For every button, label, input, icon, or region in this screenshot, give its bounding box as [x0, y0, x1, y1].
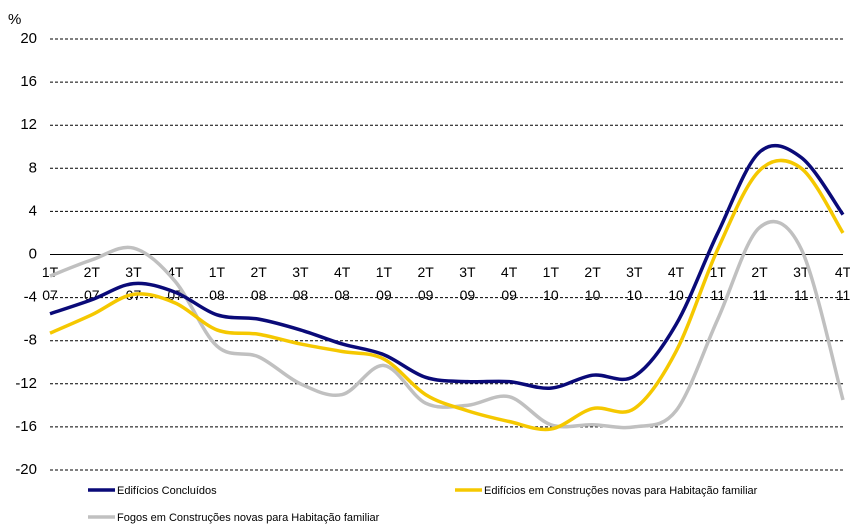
x-tick-label: 3T — [626, 264, 643, 280]
y-tick-label: 16 — [20, 73, 37, 90]
x-tick-label: 2T — [584, 264, 601, 280]
x-tick-label: 11 — [794, 287, 809, 303]
series-line — [49, 219, 845, 430]
x-tick-label: 4T — [835, 264, 850, 280]
y-tick-label: 0 — [29, 245, 37, 262]
x-tick-label: 10 — [668, 287, 684, 303]
x-tick-label: 1T — [42, 264, 59, 280]
x-tick-label: 09 — [460, 287, 476, 303]
x-tick-label: 08 — [209, 287, 225, 303]
y-tick-label: -20 — [15, 461, 37, 478]
y-tick-label: 12 — [20, 116, 37, 133]
y-tick-label: -16 — [15, 418, 37, 435]
x-tick-label: 09 — [501, 287, 517, 303]
x-tick-label: 3T — [292, 264, 309, 280]
y-unit: % — [8, 11, 21, 28]
x-tick-label: 10 — [543, 287, 559, 303]
x-tick-label: 1T — [376, 264, 393, 280]
x-tick-label: 3T — [125, 264, 142, 280]
y-tick-label: -8 — [24, 332, 37, 349]
x-tick-label: 2T — [84, 264, 101, 280]
legend-label: Fogos em Construções novas para Habitaçã… — [117, 512, 380, 524]
x-tick-label: 1T — [209, 264, 226, 280]
y-tick-label: -4 — [24, 289, 37, 306]
x-tick-label: 3T — [793, 264, 810, 280]
series-line — [49, 143, 845, 390]
x-tick-label: 11 — [752, 287, 767, 303]
x-tick-label: 4T — [167, 264, 184, 280]
x-tick-label: 10 — [585, 287, 601, 303]
y-tick-label: 4 — [29, 202, 37, 219]
x-tick-label: 1T — [710, 264, 727, 280]
x-tick-label: 2T — [751, 264, 768, 280]
y-tick-label: 8 — [29, 159, 37, 176]
x-tick-label: 2T — [251, 264, 268, 280]
x-tick-label: 1T — [543, 264, 560, 280]
x-tick-label: 09 — [418, 287, 434, 303]
legend-label: Edifícios Concluídos — [117, 485, 217, 497]
x-tick-label: 08 — [251, 287, 267, 303]
x-tick-label: 3T — [459, 264, 476, 280]
x-tick-label: 2T — [417, 264, 434, 280]
x-tick-label: 08 — [293, 287, 309, 303]
x-tick-label: 08 — [334, 287, 350, 303]
y-tick-label: -12 — [15, 375, 37, 392]
x-tick-label: 4T — [501, 264, 518, 280]
x-tick-label: 4T — [668, 264, 685, 280]
x-tick-label: 10 — [627, 287, 643, 303]
x-tick-label: 4T — [334, 264, 351, 280]
series-line — [49, 158, 845, 432]
x-tick-label: 11 — [836, 287, 850, 303]
y-tick-label: 20 — [20, 30, 37, 47]
x-tick-label: 07 — [42, 287, 58, 303]
x-tick-label: 09 — [376, 287, 392, 303]
legend-label: Edifícios em Construções novas para Habi… — [484, 485, 758, 497]
x-tick-label: 11 — [711, 287, 726, 303]
